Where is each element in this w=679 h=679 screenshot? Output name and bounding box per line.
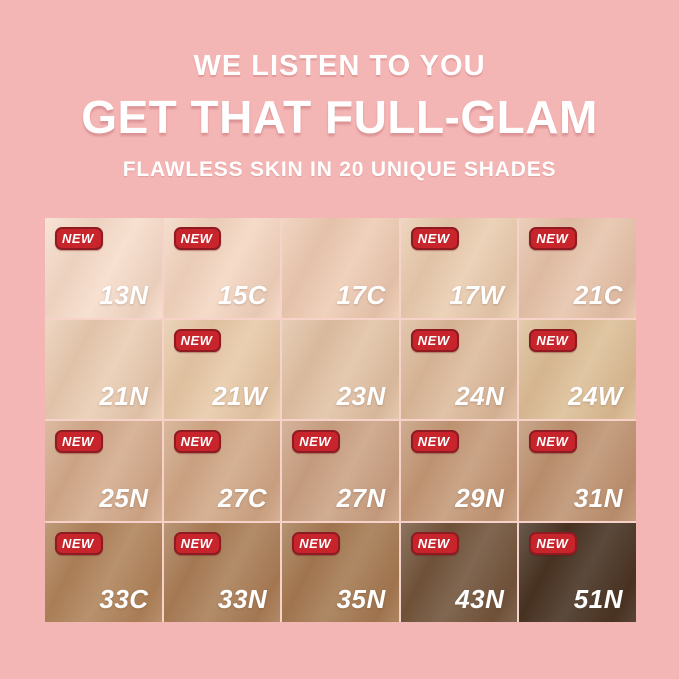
shade-swatch: NEW 21W: [163, 319, 281, 419]
shade-swatch: NEW 17C: [282, 218, 399, 318]
shade-label: 21C: [573, 279, 623, 310]
shade-label: 29N: [455, 482, 505, 513]
shade-swatch: NEW 35N: [282, 522, 399, 622]
page-title: GET THAT FULL-GLAM: [81, 91, 598, 143]
shade-swatch: NEW 21N: [45, 319, 162, 419]
shade-label: 27N: [336, 482, 386, 513]
new-badge: NEW: [173, 328, 222, 352]
new-badge: NEW: [173, 430, 222, 453]
shade-swatch: NEW 31N: [519, 421, 636, 521]
shade-swatch: NEW 25N: [45, 421, 162, 521]
shade-label: 31N: [573, 482, 623, 513]
shade-label: 17C: [336, 279, 386, 310]
shade-label: 43N: [455, 584, 505, 614]
header: WE LISTEN TO YOU GET THAT FULL-GLAM FLAW…: [0, 50, 679, 182]
shade-swatch: NEW 23N: [282, 319, 399, 419]
shade-swatch: NEW 33N: [163, 522, 281, 622]
shade-swatch: NEW 24W: [519, 319, 636, 419]
new-badge: NEW: [529, 227, 578, 250]
shade-label: 24N: [455, 381, 505, 411]
new-badge: NEW: [529, 430, 578, 453]
shade-swatch: NEW 43N: [400, 522, 518, 622]
new-badge: NEW: [529, 328, 578, 352]
new-badge: NEW: [173, 227, 222, 250]
new-badge: NEW: [292, 531, 341, 555]
shade-swatch: NEW 27C: [163, 421, 281, 521]
shade-label: 15C: [217, 279, 268, 310]
shade-swatch: NEW 24N: [400, 319, 518, 419]
shade-swatch: NEW 51N: [519, 522, 636, 622]
shade-swatch: NEW 29N: [400, 421, 518, 521]
shade-grid: NEW 13N NEW 15C NEW 17C NEW 17W NEW 21C …: [45, 218, 636, 622]
new-badge: NEW: [292, 430, 341, 453]
new-badge: NEW: [173, 531, 222, 555]
shade-label: 27C: [217, 482, 268, 513]
shade-swatch: NEW 13N: [45, 218, 162, 318]
new-badge: NEW: [55, 430, 103, 453]
shade-label: 17W: [449, 279, 505, 310]
shade-swatch: NEW 21C: [519, 218, 636, 318]
new-badge: NEW: [529, 531, 578, 555]
shade-label: 24W: [568, 381, 623, 411]
shade-label: 21W: [212, 381, 268, 411]
shade-swatch: NEW 17W: [400, 218, 518, 318]
shade-label: 23N: [336, 381, 386, 411]
shade-label: 33N: [217, 584, 268, 614]
shade-label: 21N: [99, 381, 149, 411]
new-badge: NEW: [55, 227, 103, 250]
new-badge: NEW: [55, 531, 103, 555]
shade-label: 33C: [99, 584, 149, 614]
new-badge: NEW: [410, 531, 459, 555]
shade-label: 25N: [99, 482, 149, 513]
tagline-text: WE LISTEN TO YOU: [193, 50, 486, 82]
shade-label: 13N: [99, 279, 149, 310]
new-badge: NEW: [410, 328, 459, 352]
new-badge: NEW: [410, 430, 459, 453]
shade-swatch: NEW 27N: [282, 421, 399, 521]
shade-swatch: NEW 15C: [163, 218, 281, 318]
subtitle-text: FLAWLESS SKIN IN 20 UNIQUE SHADES: [122, 158, 557, 181]
shade-label: 51N: [573, 584, 623, 614]
shade-label: 35N: [336, 584, 386, 614]
new-badge: NEW: [410, 227, 459, 250]
shade-swatch: NEW 33C: [45, 522, 162, 622]
